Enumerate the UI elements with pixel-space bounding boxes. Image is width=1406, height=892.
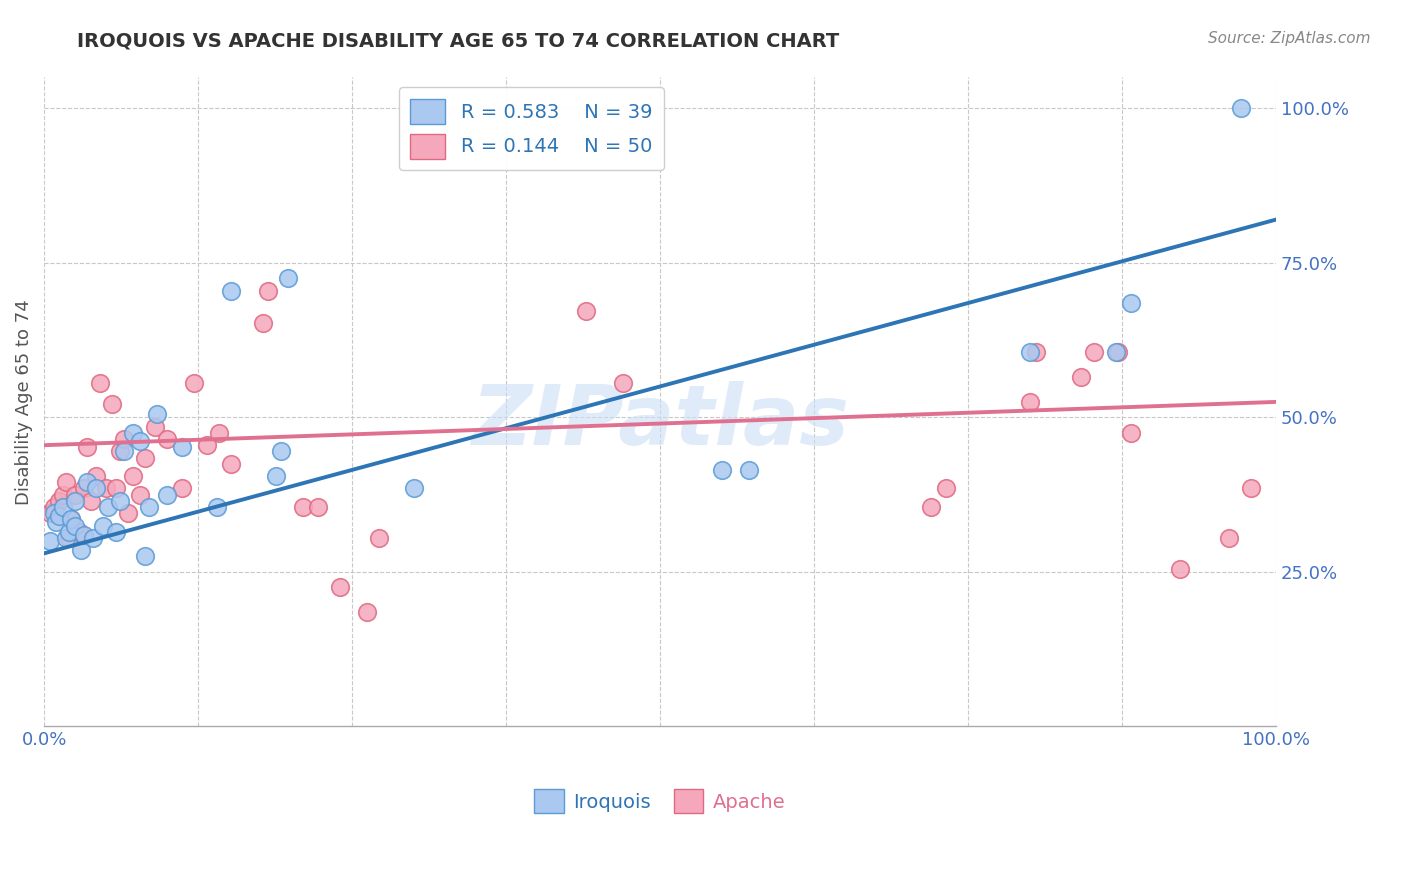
Point: [72, 482, 94, 496]
Point: [84, 482, 107, 496]
Point: [134, 450, 156, 465]
Point: [1168, 562, 1191, 576]
Point: [45, 516, 67, 530]
Point: [52, 500, 75, 514]
Point: [195, 438, 218, 452]
Point: [63, 488, 86, 502]
Point: [94, 482, 117, 496]
Point: [1018, 395, 1040, 409]
Point: [710, 463, 733, 477]
Point: [82, 531, 104, 545]
Point: [58, 524, 80, 539]
Point: [143, 419, 166, 434]
Point: [91, 518, 114, 533]
Point: [183, 376, 205, 391]
Text: ZIPatlas: ZIPatlas: [471, 381, 849, 462]
Point: [60, 512, 83, 526]
Point: [112, 444, 135, 458]
Point: [1018, 345, 1040, 359]
Point: [172, 440, 194, 454]
Point: [72, 528, 94, 542]
Y-axis label: Disability Age 65 to 74: Disability Age 65 to 74: [15, 299, 32, 505]
Point: [1105, 345, 1128, 359]
Point: [48, 493, 70, 508]
Point: [368, 531, 391, 545]
Point: [252, 317, 274, 331]
Point: [1240, 482, 1263, 496]
Point: [738, 463, 761, 477]
Text: IROQUOIS VS APACHE DISABILITY AGE 65 TO 74 CORRELATION CHART: IROQUOIS VS APACHE DISABILITY AGE 65 TO …: [77, 31, 839, 50]
Point: [156, 432, 179, 446]
Point: [1119, 296, 1142, 310]
Point: [575, 304, 598, 318]
Point: [129, 434, 152, 448]
Point: [264, 469, 287, 483]
Point: [1083, 345, 1105, 359]
Point: [920, 500, 942, 514]
Point: [55, 531, 77, 545]
Point: [121, 425, 143, 440]
Point: [39, 533, 62, 548]
Point: [76, 475, 98, 490]
Point: [112, 432, 135, 446]
Point: [121, 469, 143, 483]
Point: [39, 506, 62, 520]
Point: [58, 531, 80, 545]
Point: [277, 271, 299, 285]
Point: [104, 482, 127, 496]
Point: [97, 500, 120, 514]
Point: [1070, 370, 1092, 384]
Legend: Iroquois, Apache: Iroquois, Apache: [527, 781, 793, 821]
Point: [612, 376, 634, 391]
Point: [307, 500, 329, 514]
Point: [48, 509, 70, 524]
Point: [52, 488, 75, 502]
Point: [172, 482, 194, 496]
Point: [1218, 531, 1240, 545]
Point: [110, 444, 132, 458]
Point: [329, 580, 352, 594]
Point: [42, 500, 65, 514]
Point: [205, 500, 228, 514]
Point: [291, 500, 314, 514]
Point: [156, 488, 179, 502]
Point: [1119, 425, 1142, 440]
Point: [101, 397, 124, 411]
Point: [70, 543, 93, 558]
Point: [117, 506, 139, 520]
Point: [63, 518, 86, 533]
Point: [55, 475, 77, 490]
Point: [935, 482, 957, 496]
Point: [63, 493, 86, 508]
Point: [84, 469, 107, 483]
Point: [134, 549, 156, 564]
Point: [221, 457, 243, 471]
Point: [270, 444, 292, 458]
Point: [104, 524, 127, 539]
Point: [1230, 101, 1253, 115]
Point: [146, 407, 169, 421]
Point: [110, 493, 132, 508]
Point: [67, 524, 90, 539]
Point: [80, 493, 103, 508]
Point: [138, 500, 160, 514]
Point: [356, 605, 378, 619]
Point: [221, 284, 243, 298]
Point: [257, 284, 280, 298]
Point: [60, 512, 83, 526]
Point: [402, 482, 425, 496]
Point: [89, 376, 111, 391]
Point: [208, 425, 231, 440]
Point: [1025, 345, 1047, 359]
Point: [1107, 345, 1129, 359]
Text: Source: ZipAtlas.com: Source: ZipAtlas.com: [1208, 31, 1371, 46]
Point: [76, 440, 98, 454]
Point: [42, 506, 65, 520]
Point: [129, 488, 152, 502]
